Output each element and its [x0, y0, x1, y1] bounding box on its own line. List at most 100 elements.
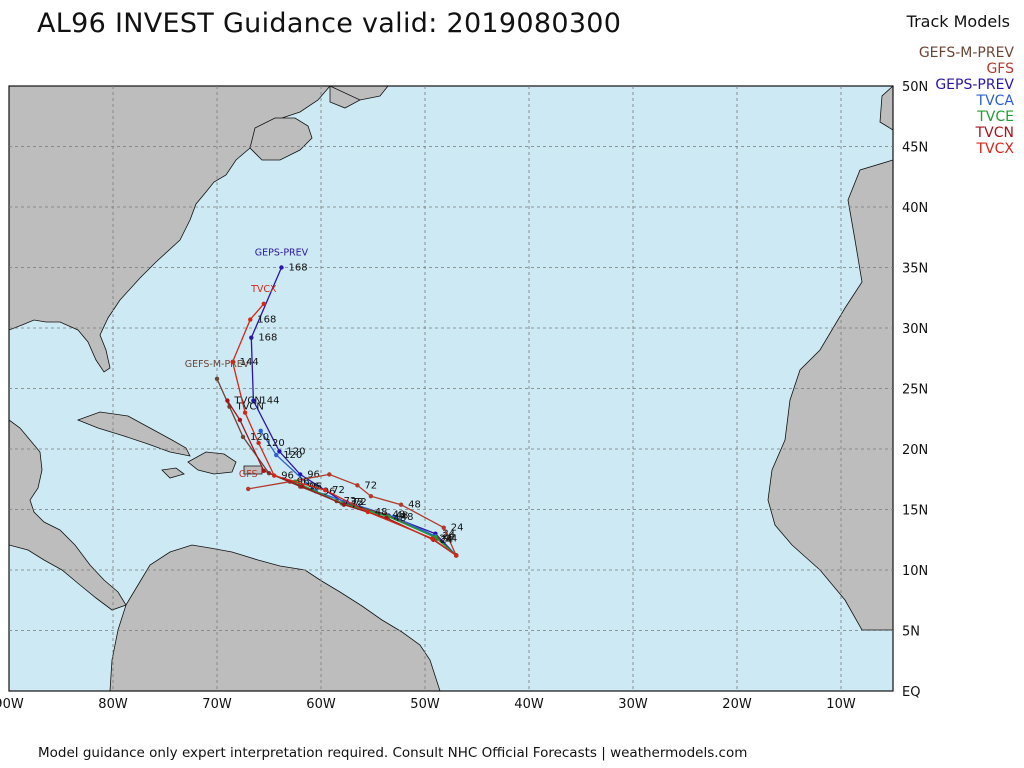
track-model-tag: GFS: [239, 469, 258, 480]
longitude-label: 10W: [826, 697, 856, 712]
longitude-label: 50W: [410, 697, 440, 712]
track-model-tag: GEPS-PREV: [255, 248, 309, 259]
track-point: [240, 434, 246, 440]
central-america-landmass: [9, 419, 127, 611]
south-america-landmass: [109, 544, 441, 691]
track-point: [249, 335, 254, 340]
track-point-label: 72: [364, 480, 377, 491]
legend-item-tvcx: TVCX: [976, 141, 1015, 157]
latitude-label: 25N: [902, 383, 928, 398]
track-point: [454, 553, 459, 558]
track-point-label: 120: [266, 438, 285, 449]
footer-disclaimer: Model guidance only expert interpretatio…: [38, 745, 748, 761]
track-point-label: 72: [344, 496, 357, 507]
track-point-label: 120: [283, 450, 302, 461]
latitude-label: 35N: [902, 262, 928, 277]
latitude-label: EQ: [902, 685, 920, 700]
track-point-label: 24: [442, 531, 455, 542]
track-point: [277, 449, 282, 454]
legend-item-tvca: TVCA: [976, 93, 1014, 109]
longitude-labels: 90W 80W 70W 60W 50W 40W 30W 20W 10W: [0, 697, 856, 712]
land-layer: [9, 86, 893, 691]
longitude-label: 70W: [202, 697, 232, 712]
track-point-label: 24: [444, 534, 457, 545]
track-tvcx: 24 48 72 96 120 144 168 TVCX: [230, 284, 459, 558]
track-point-label: 48: [392, 509, 405, 520]
track-point-label: 72: [332, 485, 345, 496]
track-point-label: 24: [440, 535, 453, 546]
legend-item-gfs: GFS: [986, 61, 1014, 77]
track-point-label: 72: [351, 497, 364, 508]
track-point: [230, 359, 235, 365]
legend: GEFS-M-PREV GFS GEPS-PREV TVCA TVCE TVCN TVCX: [919, 45, 1014, 157]
africa-landmass: [767, 159, 893, 631]
legend-item-tvcn: TVCN: [975, 125, 1014, 141]
track-point: [368, 493, 374, 499]
track-point-label: 96: [297, 477, 310, 488]
track-model-tag: GEFS-M-PREV: [185, 359, 250, 370]
longitude-label: 20W: [722, 697, 752, 712]
track-point-label: 96: [281, 471, 294, 482]
longitude-label: 60W: [306, 697, 336, 712]
longitude-label: 90W: [0, 697, 24, 712]
track-point: [246, 486, 251, 492]
track-point: [274, 452, 279, 458]
track-point-label: 24: [442, 529, 455, 540]
track-point-label: 24: [439, 534, 452, 545]
longitude-label: 40W: [514, 697, 544, 712]
hispaniola-landmass: [187, 451, 237, 475]
track-point-label: 72: [351, 500, 364, 511]
track-point-label: 72: [354, 497, 367, 508]
track-point-label: TVCN: [235, 402, 263, 413]
track-point: [251, 398, 256, 403]
track-point: [256, 440, 261, 446]
latitude-label: 30N: [902, 322, 928, 337]
track-point: [261, 301, 266, 306]
track-point: [327, 472, 332, 477]
track-point-label: 120: [286, 446, 305, 457]
latitude-label: 45N: [902, 141, 928, 156]
legend-title: Track Models: [906, 12, 1010, 31]
legend-item-tvce: TVCE: [977, 109, 1014, 125]
track-point: [242, 410, 248, 415]
track-point-label: 48: [394, 513, 407, 524]
track-model-tag: TVCX: [250, 284, 277, 295]
legend-item-geps-prev: GEPS-PREV: [935, 77, 1014, 93]
track-point-label: 168: [288, 263, 307, 274]
track-point-label: 168: [257, 315, 276, 326]
graticule: [9, 86, 893, 691]
track-point: [225, 398, 230, 403]
track-line: [231, 303, 457, 557]
track-point-label: 48: [401, 512, 414, 523]
latitude-label: 40N: [902, 201, 928, 216]
track-point: [261, 468, 266, 473]
track-point-label: 48: [396, 511, 409, 522]
track-layer: 24 48 72 96 120 144 168 168 GEPS-PREV 24 48 72 96 120…: [185, 248, 464, 558]
longitude-label: 80W: [98, 697, 128, 712]
longitude-label: 30W: [618, 697, 648, 712]
track-point: [341, 502, 347, 507]
track-point-label: 24: [451, 523, 464, 534]
track-point-label: 48: [375, 507, 388, 518]
track-point-label: 120: [250, 432, 269, 443]
track-point-label: TVCN: [233, 396, 261, 407]
track-point: [214, 376, 220, 382]
track-point: [248, 317, 253, 322]
track-point: [300, 484, 305, 489]
puerto-rico-landmass: [243, 465, 263, 475]
track-point-label: 96: [307, 469, 320, 480]
track-point-label: 144: [260, 396, 279, 407]
iberia-landmass: [879, 86, 893, 131]
latitude-label: 5N: [902, 625, 920, 640]
track-point: [398, 502, 404, 507]
track-point: [322, 487, 328, 493]
track-point: [279, 265, 284, 270]
track-point: [272, 473, 277, 478]
newfoundland-landmass: [249, 117, 313, 161]
track-point: [237, 417, 243, 423]
track-point: [365, 509, 370, 515]
jamaica-landmass: [161, 467, 185, 479]
latitude-label: 50N: [902, 80, 928, 95]
track-point-label: 144: [240, 357, 259, 368]
